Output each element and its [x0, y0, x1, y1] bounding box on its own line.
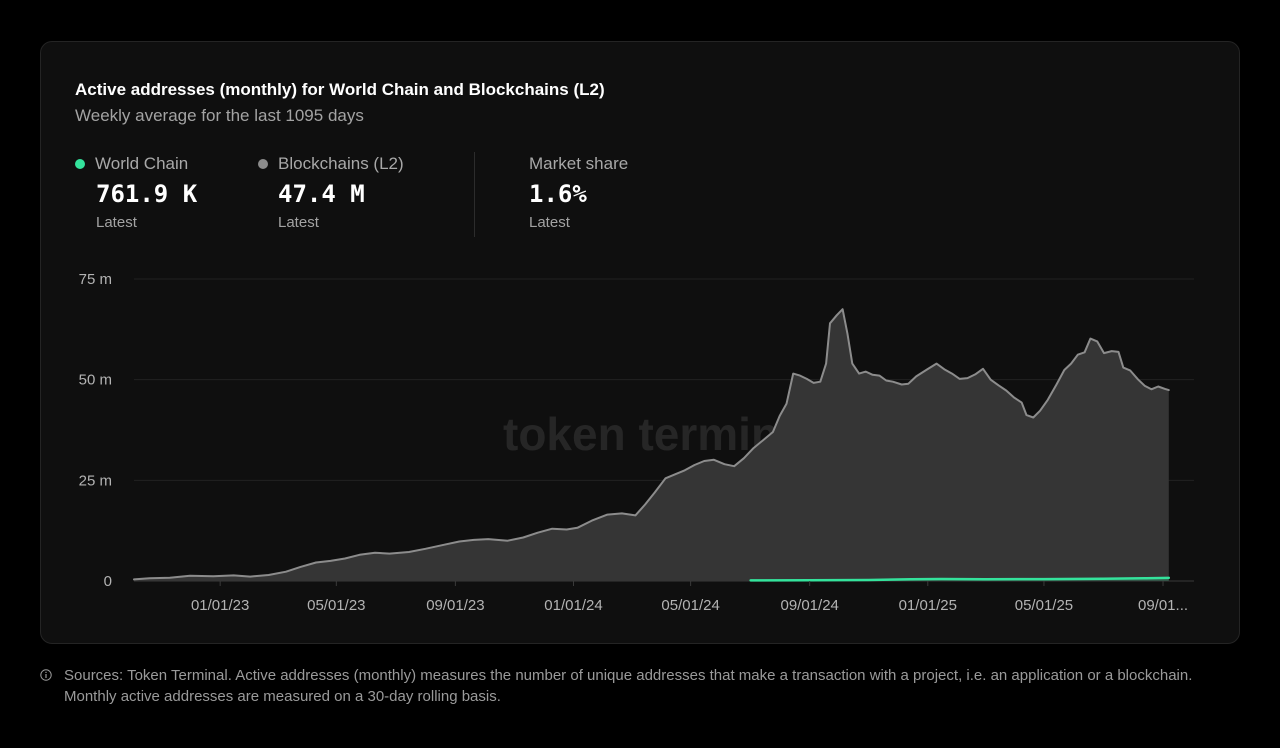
stat-market-share: Market share 1.6% Latest — [529, 154, 628, 231]
stat-sub-world-chain: Latest — [96, 214, 137, 231]
chart-subtitle: Weekly average for the last 1095 days — [75, 106, 364, 125]
x-axis-ticks: 01/01/23 05/01/23 09/01/23 01/01/24 05/01/24… — [191, 581, 1188, 614]
stat-name-blockchains: Blockchains (L2) — [278, 154, 404, 173]
chart-title: Active addresses (monthly) for World Cha… — [75, 80, 605, 99]
x-tick-label: 09/01... — [1138, 597, 1188, 614]
x-tick-label: 05/01/24 — [661, 597, 719, 614]
blockchains-legend-dot — [258, 159, 268, 169]
stat-world-chain[interactable]: World Chain 761.9 K Latest — [75, 154, 197, 231]
info-icon — [40, 669, 52, 681]
x-tick-label: 01/01/23 — [191, 597, 249, 614]
y-tick-label: 25 m — [79, 472, 112, 489]
y-tick-label: 0 — [104, 573, 112, 590]
y-axis-ticks: 0 25 m 50 m 75 m — [79, 271, 112, 590]
y-tick-label: 75 m — [79, 271, 112, 288]
x-tick-label: 01/01/25 — [899, 597, 957, 614]
series-line-blockchains-l2[interactable] — [133, 308, 1170, 581]
stat-sub-market-share: Latest — [529, 214, 570, 231]
chart-series[interactable] — [133, 308, 1171, 582]
x-tick-label: 05/01/25 — [1015, 597, 1073, 614]
world-chain-legend-dot — [75, 159, 85, 169]
chart-card: Active addresses (monthly) for World Cha… — [40, 41, 1240, 644]
x-tick-label: 09/01/24 — [780, 597, 838, 614]
stat-value-market-share: 1.6% — [529, 180, 587, 208]
stat-value-world-chain: 761.9 K — [96, 180, 198, 208]
stats-divider — [474, 152, 475, 237]
x-tick-label: 01/01/24 — [544, 597, 602, 614]
series-line-world-chain[interactable] — [749, 576, 1171, 582]
footnote-text: Sources: Token Terminal. Active addresse… — [64, 667, 1193, 705]
stat-name-market-share: Market share — [529, 154, 629, 173]
stat-blockchains-l2[interactable]: Blockchains (L2) 47.4 M Latest — [258, 154, 404, 231]
stat-name-world-chain: World Chain — [95, 154, 189, 173]
stat-sub-blockchains: Latest — [278, 214, 319, 231]
sources-footnote: Sources: Token Terminal. Active addresse… — [40, 665, 1240, 707]
stat-value-blockchains: 47.4 M — [278, 180, 365, 208]
x-tick-label: 09/01/23 — [426, 597, 484, 614]
y-tick-label: 50 m — [79, 372, 112, 389]
series-area-blockchains-l2[interactable] — [134, 309, 1169, 581]
active-addresses-area-chart[interactable]: token terminal_ 025 m50 m75 m 01/01/23 05… — [41, 42, 1241, 645]
x-tick-label: 05/01/23 — [307, 597, 365, 614]
